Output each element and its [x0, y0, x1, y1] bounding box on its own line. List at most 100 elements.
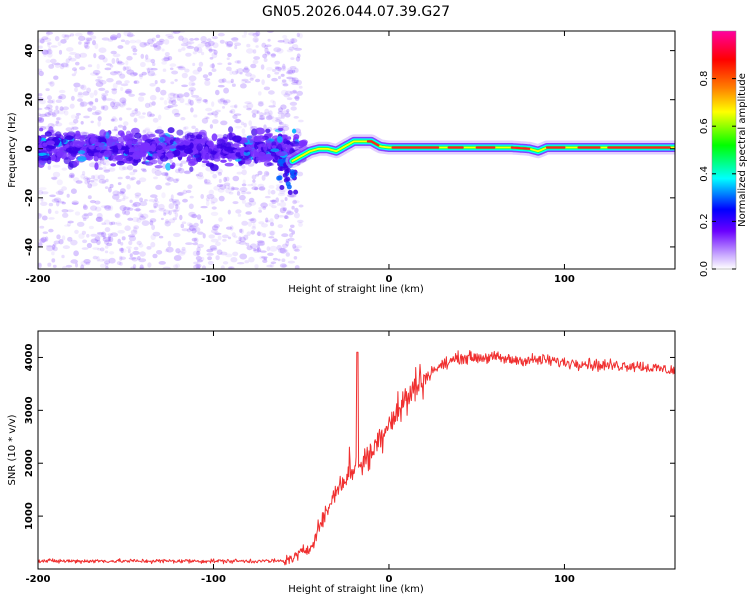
noise-speckle	[68, 174, 73, 179]
noise-speckle	[62, 245, 70, 250]
noise-speckle	[87, 31, 92, 35]
noise-speckle	[217, 62, 223, 65]
noise-speckle	[138, 258, 147, 263]
band-blob	[210, 152, 215, 161]
noise-speckle	[94, 110, 102, 115]
noise-speckle	[266, 246, 271, 252]
noise-speckle	[247, 163, 255, 167]
noise-speckle	[203, 178, 208, 184]
noise-speckle	[192, 250, 200, 257]
x-tick-label: 100	[554, 274, 575, 285]
noise-speckle	[236, 171, 243, 175]
noise-speckle	[212, 173, 218, 179]
noise-speckle	[270, 222, 274, 227]
noise-speckle	[53, 62, 61, 66]
noise-speckle	[246, 107, 252, 111]
band-blob	[255, 127, 265, 135]
noise-speckle	[262, 233, 267, 238]
noise-speckle	[82, 217, 87, 221]
snr-y-label: SNR (10 * v/v)	[7, 414, 18, 485]
band-blob	[128, 133, 134, 137]
noise-speckle	[109, 251, 115, 255]
noise-speckle	[257, 240, 266, 247]
noise-speckle	[285, 252, 290, 257]
noise-speckle	[130, 229, 138, 235]
noise-speckle	[183, 170, 191, 174]
noise-speckle	[101, 106, 105, 111]
noise-speckle	[251, 182, 257, 187]
band-blob	[38, 160, 45, 168]
band-blob	[241, 139, 248, 143]
noise-speckle	[51, 258, 56, 263]
noise-speckle	[239, 186, 248, 193]
noise-speckle	[227, 52, 232, 58]
noise-speckle	[179, 97, 185, 104]
noise-speckle	[126, 246, 132, 250]
noise-speckle	[215, 89, 220, 96]
noise-speckle	[101, 231, 106, 238]
noise-speckle	[208, 48, 213, 53]
noise-speckle	[107, 235, 112, 239]
noise-speckle	[279, 121, 284, 125]
band-blob	[176, 129, 184, 136]
noise-speckle	[122, 66, 127, 71]
noise-speckle	[277, 258, 281, 262]
colorbar-tick-label: 0.4	[699, 166, 710, 182]
noise-speckle	[211, 52, 218, 59]
noise-speckle	[229, 110, 233, 114]
noise-speckle	[117, 45, 124, 49]
noise-speckle	[280, 104, 287, 110]
noise-speckle	[241, 165, 246, 169]
band-blob	[194, 153, 202, 158]
noise-speckle	[133, 246, 139, 251]
noise-speckle	[150, 241, 156, 248]
noise-speckle	[175, 263, 181, 269]
noise-speckle	[97, 121, 101, 127]
band-blob	[109, 146, 118, 150]
noise-speckle	[104, 90, 109, 94]
noise-speckle	[188, 80, 195, 87]
noise-speckle	[262, 206, 267, 210]
noise-speckle	[49, 81, 55, 87]
noise-speckle	[210, 201, 215, 205]
band-blob	[212, 144, 218, 149]
noise-speckle	[147, 262, 152, 268]
noise-speckle	[119, 248, 127, 254]
noise-speckle	[80, 101, 88, 107]
band-blob	[254, 142, 259, 150]
noise-speckle	[101, 222, 107, 225]
noise-speckle	[258, 117, 265, 121]
band-blob	[91, 137, 99, 145]
noise-speckle	[163, 57, 170, 62]
band-blob	[268, 132, 273, 137]
noise-speckle	[162, 266, 171, 269]
noise-speckle	[196, 250, 201, 256]
band-blob	[38, 137, 41, 143]
noise-speckle	[52, 246, 58, 252]
noise-speckle	[263, 124, 267, 130]
noise-speckle	[252, 248, 257, 252]
noise-speckle	[288, 46, 295, 51]
noise-speckle	[167, 92, 176, 99]
noise-speckle	[268, 202, 274, 207]
noise-speckle	[98, 47, 107, 53]
band-blob	[195, 133, 203, 140]
noise-speckle	[282, 243, 289, 248]
noise-speckle	[217, 98, 224, 103]
noise-speckle	[227, 236, 232, 240]
noise-speckle	[46, 31, 50, 37]
noise-speckle	[256, 249, 262, 253]
band-blob	[97, 142, 105, 147]
noise-speckle	[246, 102, 254, 109]
noise-speckle	[241, 80, 247, 84]
noise-speckle	[83, 37, 92, 41]
noise-speckle	[268, 185, 275, 189]
noise-speckle	[291, 230, 296, 235]
noise-speckle	[282, 63, 286, 70]
noise-speckle	[74, 211, 81, 216]
noise-speckle	[46, 104, 53, 109]
noise-speckle	[83, 213, 89, 217]
noise-speckle	[204, 78, 211, 81]
noise-speckle	[240, 83, 247, 89]
noise-speckle	[142, 128, 151, 133]
